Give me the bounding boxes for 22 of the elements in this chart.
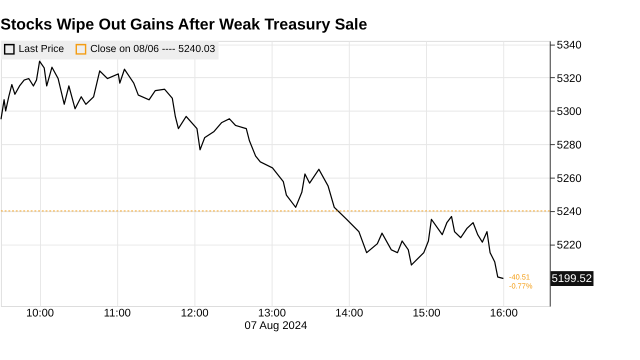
y-tick-label: 5320 [556,72,582,85]
x-tick-label: 11:00 [104,308,131,320]
legend-label: Close on 08/06 ---- 5240.03 [90,44,216,56]
text: 5199.52 [552,273,592,286]
y-tick-label: 5340 [556,39,582,52]
x-tick-label: 14:00 [335,308,364,320]
x-tick-label: 15:00 [412,308,441,320]
x-tick-label: 16:00 [490,308,518,320]
y-tick-label: 5300 [556,106,582,118]
x-tick-label: 10:00 [26,308,54,320]
x-axis-title: 07 Aug 2024 [244,320,308,332]
y-tick-label: 5240 [556,206,582,218]
chart-title: Stocks Wipe Out Gains After Weak Treasury Sale [0,16,368,34]
x-tick-label: 13:00 [258,308,286,320]
line-series [0,60,504,280]
y-tick-label: 5220 [556,240,582,252]
x-tick-label: 12:00 [180,308,209,320]
y-tick-label: 5260 [556,172,582,185]
annotation: -40.51 [508,272,530,282]
annotation: -0.77% [508,282,533,291]
legend-label: Last Price [18,44,64,56]
y-tick-label: 5280 [556,139,582,152]
